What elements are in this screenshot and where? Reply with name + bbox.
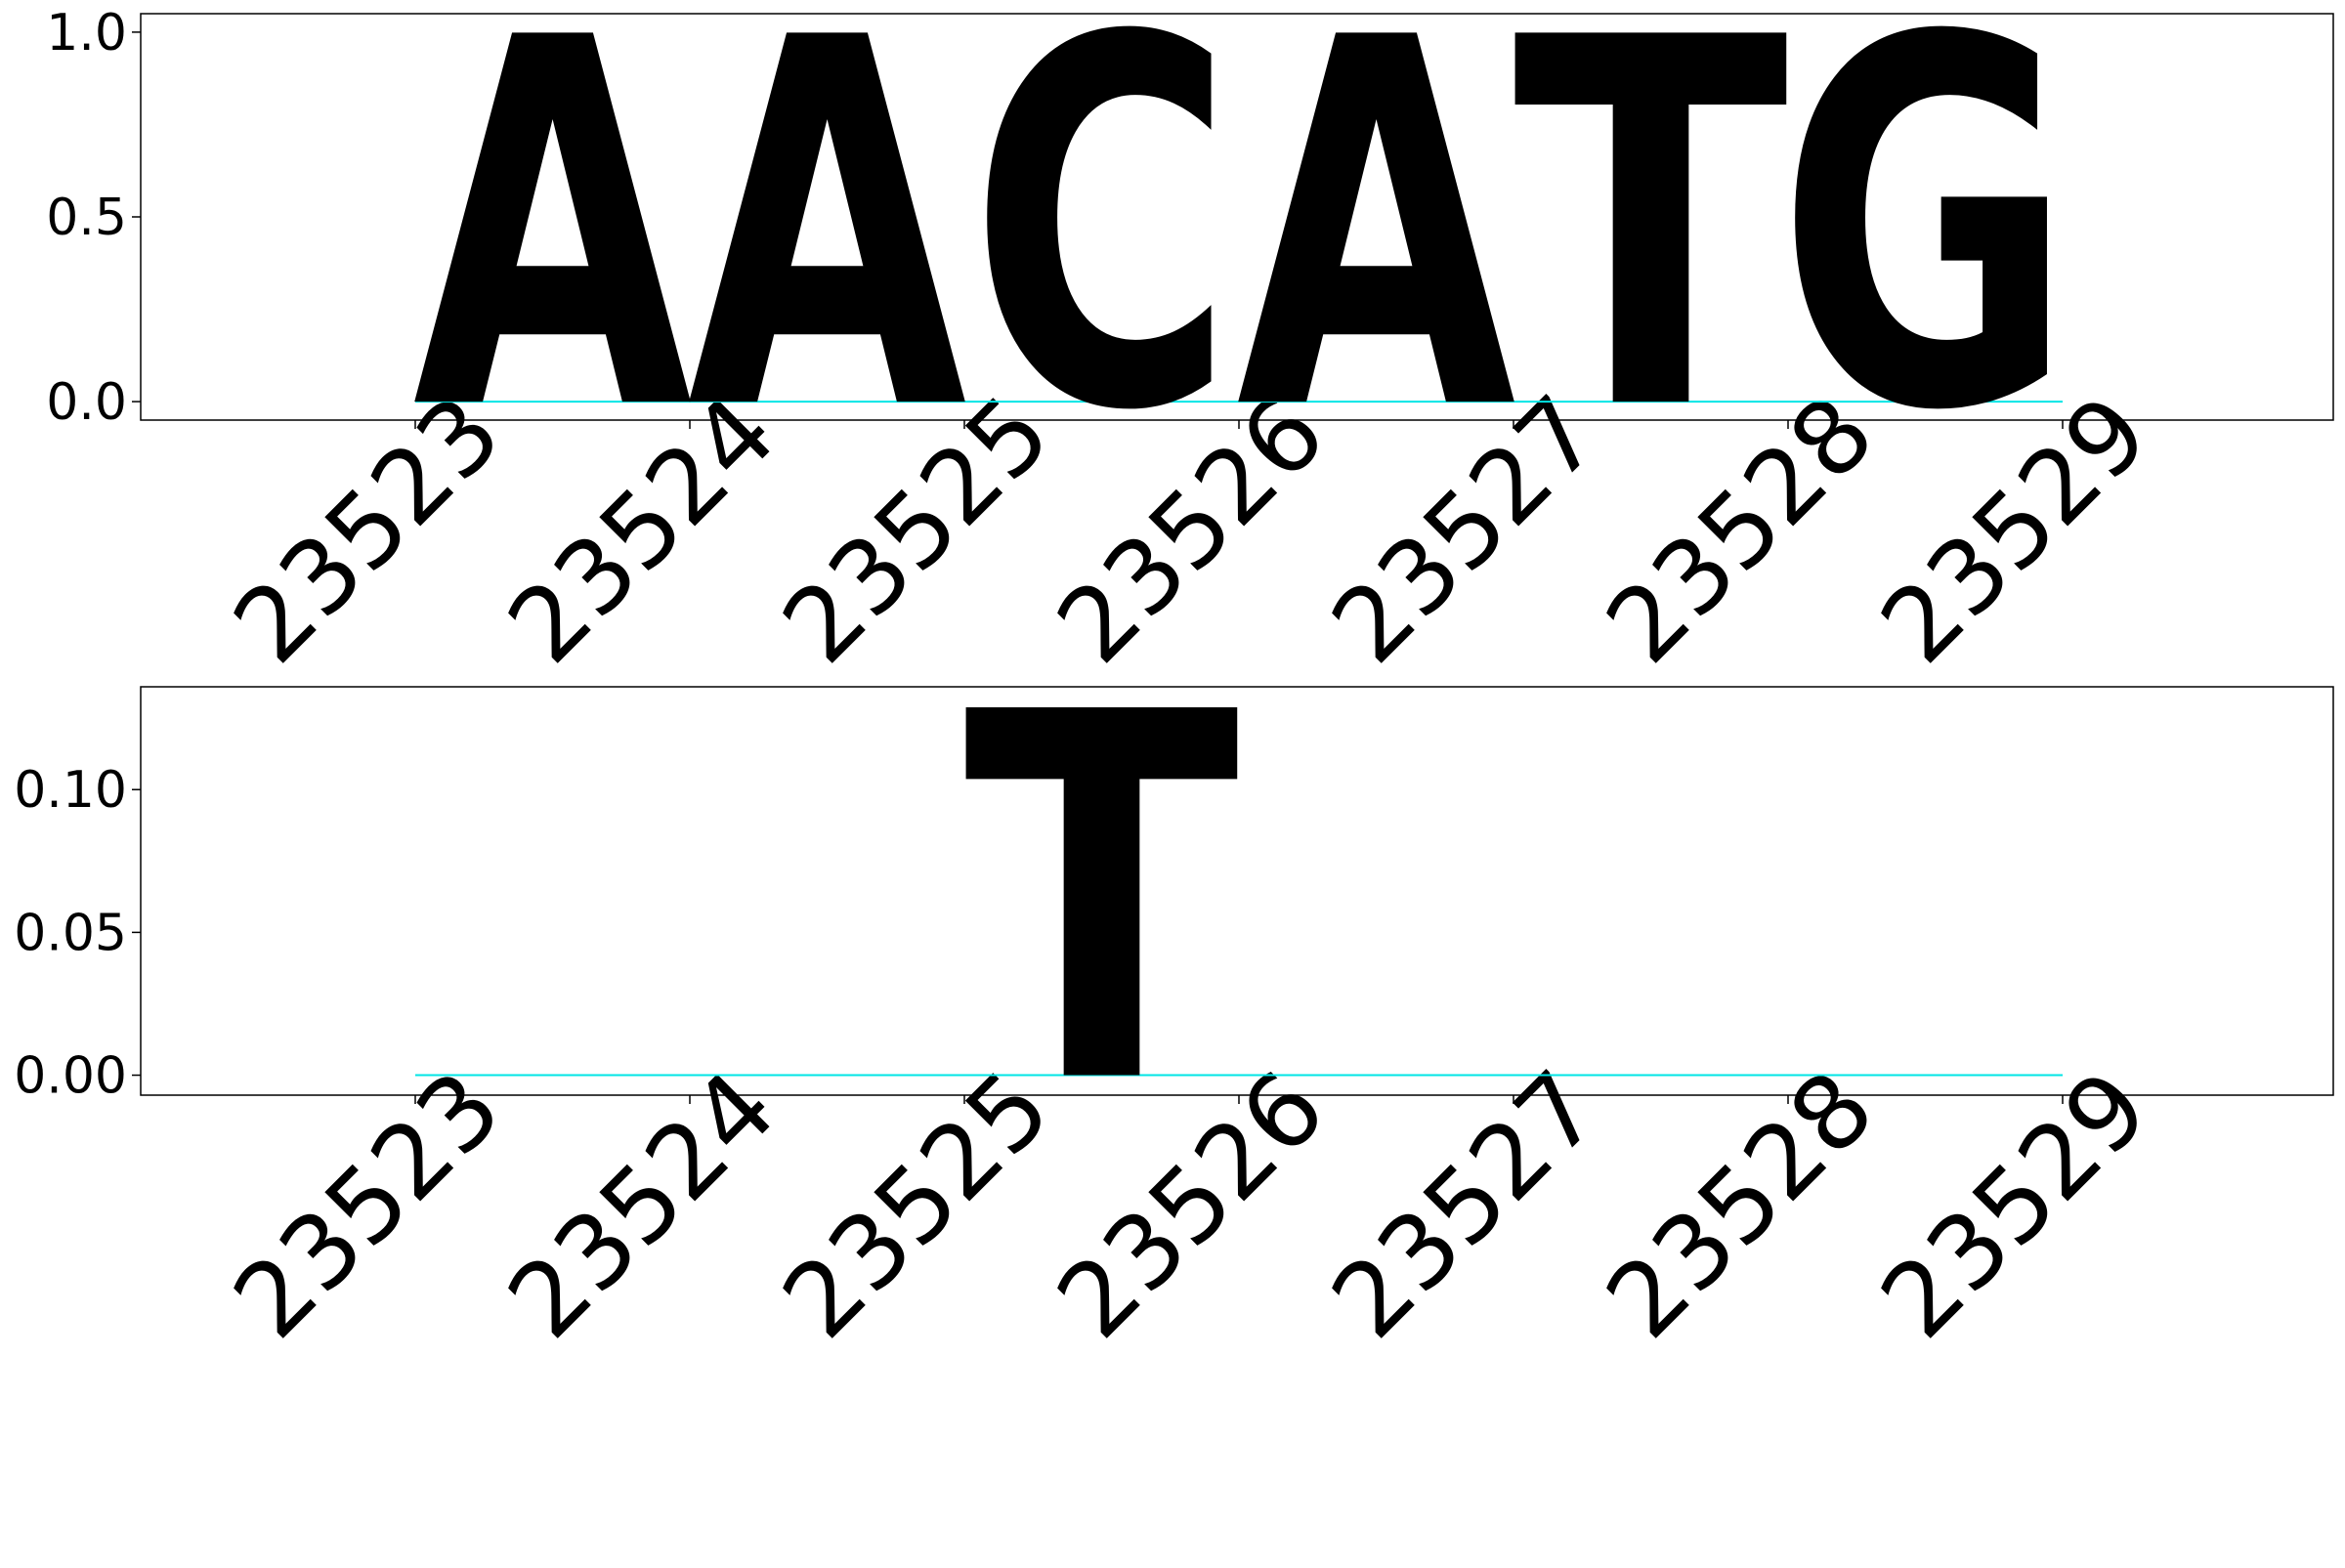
logo-letter-T: T — [1514, 0, 1791, 522]
logo-letter-A: A — [1236, 0, 1518, 522]
y-tick-label: 0.10 — [14, 761, 127, 820]
logo-letter-G: G — [1777, 0, 2073, 522]
axes-frame — [140, 686, 2334, 1096]
y-tick-label: 0.00 — [14, 1047, 127, 1106]
panel-2: 0.000.050.102352323524235252352623527235… — [14, 608, 2334, 1361]
y-tick-label: 0.5 — [46, 189, 127, 247]
logo-letter-A: A — [687, 0, 969, 522]
logo-letter-C: C — [969, 0, 1234, 522]
logo-letter-T: T — [964, 608, 1242, 1195]
y-tick-label: 1.0 — [46, 4, 127, 63]
y-tick-label: 0.0 — [46, 373, 127, 432]
logo-letter-A: A — [412, 0, 695, 522]
panel-1: 0.00.51.02352323524235252352623527235282… — [46, 0, 2334, 686]
y-tick-label: 0.05 — [14, 904, 127, 962]
